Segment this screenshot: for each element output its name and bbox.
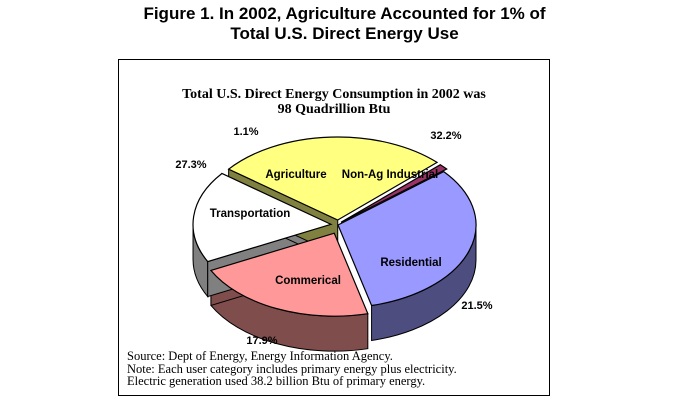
- pie-slices: [192, 136, 477, 317]
- chart-title-line2: 98 Quadrillion Btu: [277, 102, 391, 117]
- figure-title-line1: Figure 1. In 2002, Agriculture Accounted…: [143, 4, 546, 23]
- pct-label-transportation: 27.3%: [175, 159, 206, 171]
- pie-slice-residential: [209, 232, 369, 317]
- source-line1: Source: Dept of Energy, Energy Informati…: [127, 349, 393, 363]
- source-line2: Note: Each user category includes primar…: [127, 361, 457, 376]
- pie-slice-non-ag-industrial: [337, 170, 477, 307]
- chart-frame: [118, 59, 550, 396]
- pie-slice-agriculture: [340, 164, 448, 223]
- figure-title-line2: Total U.S. Direct Energy Use: [230, 24, 459, 43]
- slice-label-non-ag-industrial: Non-Ag Industrial: [342, 169, 438, 181]
- pie-slice-commerical: [192, 172, 333, 263]
- pct-label-agriculture: 1.1%: [233, 126, 258, 138]
- pie-labels: Non-Ag Industrial 32.2% Residential 21.5% Co…: [175, 126, 492, 347]
- chart-title-line1: Total U.S. Direct Energy Consumption in …: [182, 87, 486, 102]
- pct-label-commerical: 17.9%: [246, 335, 277, 347]
- slice-label-agriculture: Agriculture: [265, 169, 326, 181]
- pct-label-non-ag-industrial: 32.2%: [430, 130, 461, 142]
- source-note: Source: Dept of Energy, Energy Informati…: [127, 350, 547, 388]
- slice-label-commerical: Commerical: [275, 275, 341, 287]
- chart-title: Total U.S. Direct Energy Consumption in …: [118, 87, 550, 117]
- slice-label-transportation: Transportation: [210, 208, 291, 220]
- slice-label-residential: Residential: [380, 257, 441, 269]
- pie-slice-transportation: [227, 136, 439, 221]
- figure-title: Figure 1. In 2002, Agriculture Accounted…: [0, 4, 689, 44]
- source-line3: Electric generation used 38.2 billion Bt…: [127, 374, 426, 388]
- pct-label-residential: 21.5%: [461, 300, 492, 312]
